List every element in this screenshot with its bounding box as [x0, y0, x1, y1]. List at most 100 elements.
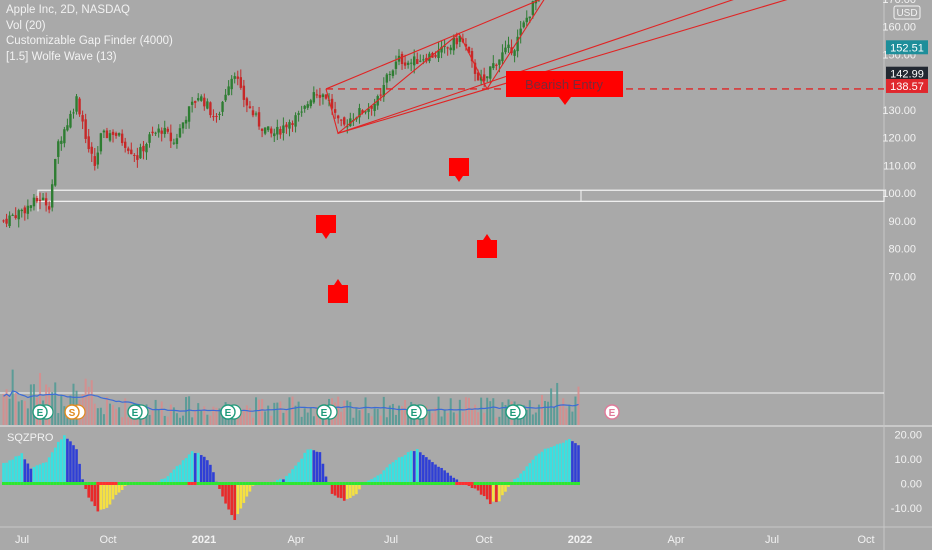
squeeze-bar	[56, 441, 60, 484]
squeeze-bar	[221, 483, 224, 497]
volume-bar	[498, 416, 501, 425]
squeeze-dot	[312, 482, 316, 485]
squeeze-bar	[565, 440, 568, 484]
candle-body	[120, 133, 124, 144]
squeeze-bar	[437, 466, 440, 484]
volume-bar	[540, 394, 543, 425]
squeeze-bar	[333, 483, 337, 496]
squeeze-dot	[446, 482, 450, 485]
squeeze-bar	[69, 441, 72, 484]
squeeze-dot	[71, 482, 75, 485]
squeeze-bar	[5, 462, 8, 484]
chart-legend: Apple Inc, 2D, NASDAQ Vol (20) Customiza…	[6, 3, 173, 65]
squeeze-bar	[32, 466, 36, 484]
squeeze-dot	[23, 482, 27, 485]
squeeze-dot	[500, 482, 504, 485]
squeeze-dot	[561, 482, 565, 485]
volume-bar	[60, 395, 63, 425]
squeeze-bar	[492, 483, 495, 502]
candle-body	[449, 47, 452, 51]
candle-body	[388, 74, 392, 76]
squeeze-dot	[516, 482, 520, 485]
squeeze-dot	[373, 482, 377, 485]
volume-bar	[537, 404, 540, 425]
candle-body	[455, 38, 458, 45]
volume-bar	[388, 405, 391, 425]
candle-body	[333, 109, 337, 113]
wolfe-point-label: 3	[456, 162, 462, 174]
candle-body	[528, 16, 532, 19]
legend-gap-finder: Customizable Gap Finder (4000)	[6, 35, 173, 47]
squeeze-dot	[464, 482, 468, 485]
candle-body	[282, 125, 285, 134]
volume-bar	[251, 417, 254, 425]
price-badge: 152.51	[886, 40, 928, 55]
candle-body	[248, 106, 252, 109]
volume-bar	[544, 400, 547, 425]
squeeze-dot	[388, 482, 392, 485]
volume-moving-average	[3, 390, 579, 412]
volume-bar	[467, 397, 470, 425]
volume-bar	[519, 415, 522, 425]
squeeze-bar	[60, 439, 63, 484]
squeeze-dot	[75, 482, 79, 485]
volume-bar	[483, 412, 486, 425]
candle-body	[69, 113, 72, 128]
oscillator-axis-label: 0.00	[901, 479, 922, 491]
squeeze-dot	[102, 482, 106, 485]
squeeze-dot	[522, 482, 526, 485]
volume-bar	[373, 408, 376, 425]
volume-bar	[197, 403, 200, 425]
volume-bar	[8, 398, 11, 425]
candle-body	[273, 133, 276, 137]
squeeze-dot	[272, 482, 276, 485]
price-axis-label: 130.00	[882, 105, 916, 117]
candle-body	[406, 62, 410, 65]
candle-body	[203, 97, 206, 107]
volume-bar	[364, 397, 367, 425]
squeeze-dot	[11, 482, 15, 485]
volume-bar	[212, 406, 215, 425]
squeeze-dot	[129, 482, 133, 485]
candle-body	[242, 85, 246, 100]
squeeze-bar	[549, 447, 553, 484]
squeeze-dot	[224, 482, 228, 485]
bearish-entry-label: Bearish Entry	[525, 77, 604, 92]
candle-body	[148, 134, 151, 143]
volume-bar	[151, 410, 154, 425]
squeeze-bar	[367, 480, 370, 484]
volume-bar	[452, 412, 455, 425]
volume-bar	[547, 401, 550, 425]
squeeze-dot	[424, 482, 428, 485]
volume-bar	[285, 410, 288, 425]
candle-body	[72, 112, 75, 114]
squeeze-bar	[81, 479, 84, 484]
volume-bar	[127, 417, 130, 425]
squeeze-bar	[242, 483, 246, 503]
squeeze-bar	[230, 483, 233, 516]
volume-bar	[121, 417, 124, 425]
volume-bar	[297, 401, 300, 425]
earnings-event-marker: E	[127, 404, 149, 420]
volume-bar	[200, 410, 203, 425]
squeeze-dot	[309, 482, 313, 485]
squeeze-dot	[187, 482, 191, 485]
volume-bar	[63, 406, 66, 425]
axes: 220.00210.00200.00190.00180.00170.00160.…	[15, 0, 928, 546]
volume-bar	[215, 407, 218, 425]
candle-body	[300, 111, 303, 113]
candle-body	[172, 142, 176, 144]
candle-body	[489, 66, 492, 79]
candle-body	[230, 78, 233, 90]
price-axis-label: 170.00	[882, 0, 916, 6]
volume-bar	[361, 409, 364, 425]
volume-bar	[562, 398, 565, 425]
squeeze-dot	[99, 482, 103, 485]
squeeze-dot	[145, 482, 148, 485]
currency-badge-box	[893, 5, 921, 20]
wolfe-point-box	[316, 215, 336, 239]
volume-bar	[531, 414, 534, 425]
squeeze-bar	[53, 447, 57, 484]
